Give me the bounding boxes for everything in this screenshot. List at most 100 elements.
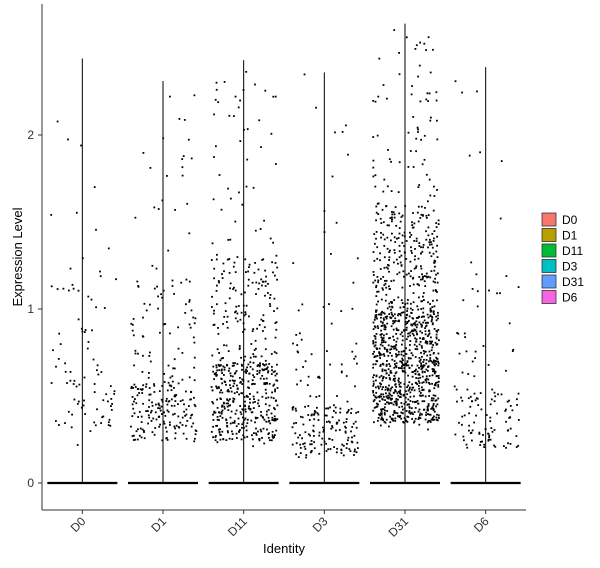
data-point (419, 337, 421, 340)
data-point (276, 266, 279, 269)
data-point (269, 303, 271, 305)
data-point (216, 441, 219, 444)
data-point (215, 385, 218, 388)
data-point (149, 360, 152, 363)
data-point (421, 163, 424, 166)
data-point (55, 420, 57, 422)
data-point (416, 323, 419, 326)
data-point (416, 305, 419, 308)
data-point (136, 438, 139, 441)
data-point (223, 405, 226, 408)
data-point (427, 246, 429, 249)
data-point (393, 345, 395, 348)
data-point (391, 386, 394, 389)
data-point (398, 227, 401, 229)
data-point (260, 414, 262, 417)
data-point (258, 119, 261, 122)
data-point (261, 395, 264, 398)
data-point (379, 343, 382, 346)
data-point (236, 437, 238, 439)
data-point (164, 323, 167, 325)
data-point (181, 416, 184, 419)
data-point (291, 408, 294, 411)
data-point (394, 372, 397, 375)
data-point (429, 390, 431, 392)
data-point (415, 240, 418, 242)
data-point (380, 408, 382, 411)
data-point (245, 395, 248, 398)
data-point (381, 341, 383, 344)
data-point (405, 317, 408, 319)
data-point (233, 421, 236, 424)
data-point (242, 331, 244, 333)
data-point (412, 413, 414, 415)
data-point (434, 394, 437, 397)
data-point (313, 412, 316, 415)
data-point (223, 407, 226, 410)
data-point (90, 298, 93, 301)
data-point (402, 359, 404, 362)
data-point (183, 410, 185, 413)
data-point (174, 400, 177, 402)
data-point (133, 434, 135, 437)
data-point (226, 425, 229, 428)
data-point (380, 236, 382, 239)
data-point (393, 412, 396, 414)
data-point (226, 258, 229, 261)
data-point (420, 351, 422, 354)
data-point (248, 387, 250, 389)
y-axis-ticks: 012 (27, 128, 42, 490)
data-point (436, 189, 438, 191)
data-point (422, 321, 425, 324)
data-point (244, 405, 246, 408)
data-point (411, 226, 414, 229)
data-point (233, 380, 235, 382)
data-point (374, 341, 377, 344)
data-point (297, 436, 300, 439)
data-point (383, 238, 386, 241)
data-point (238, 345, 241, 347)
data-point (218, 352, 220, 354)
data-point (380, 336, 383, 339)
data-point (461, 399, 464, 402)
data-point (177, 415, 180, 418)
data-point (402, 394, 405, 397)
data-point (374, 337, 377, 340)
data-point (256, 391, 259, 394)
data-point (401, 361, 403, 364)
data-point (131, 396, 134, 398)
data-point (394, 206, 397, 208)
data-point (153, 206, 156, 209)
data-point (266, 428, 268, 431)
data-point (422, 307, 425, 310)
data-point (233, 115, 235, 117)
data-point (295, 442, 298, 445)
data-point (236, 320, 239, 323)
data-point (372, 328, 375, 330)
data-point (392, 335, 394, 338)
data-point (245, 70, 248, 73)
data-point (341, 443, 344, 446)
data-point (172, 413, 174, 416)
data-point (388, 256, 391, 259)
data-point (173, 404, 176, 407)
data-point (240, 363, 243, 366)
data-point (414, 324, 417, 327)
points-D0 (50, 120, 117, 446)
data-point (245, 185, 248, 188)
data-point (411, 418, 413, 420)
data-point (213, 309, 215, 312)
data-point (417, 385, 420, 387)
data-point (429, 238, 431, 241)
data-point (335, 422, 338, 425)
data-point (415, 320, 418, 323)
data-point (394, 320, 397, 322)
data-point (407, 416, 410, 418)
data-point (432, 404, 435, 407)
data-point (470, 431, 473, 434)
data-point (236, 256, 239, 258)
data-point (398, 385, 401, 388)
data-point (141, 392, 144, 394)
data-point (271, 435, 274, 438)
data-point (66, 382, 68, 384)
